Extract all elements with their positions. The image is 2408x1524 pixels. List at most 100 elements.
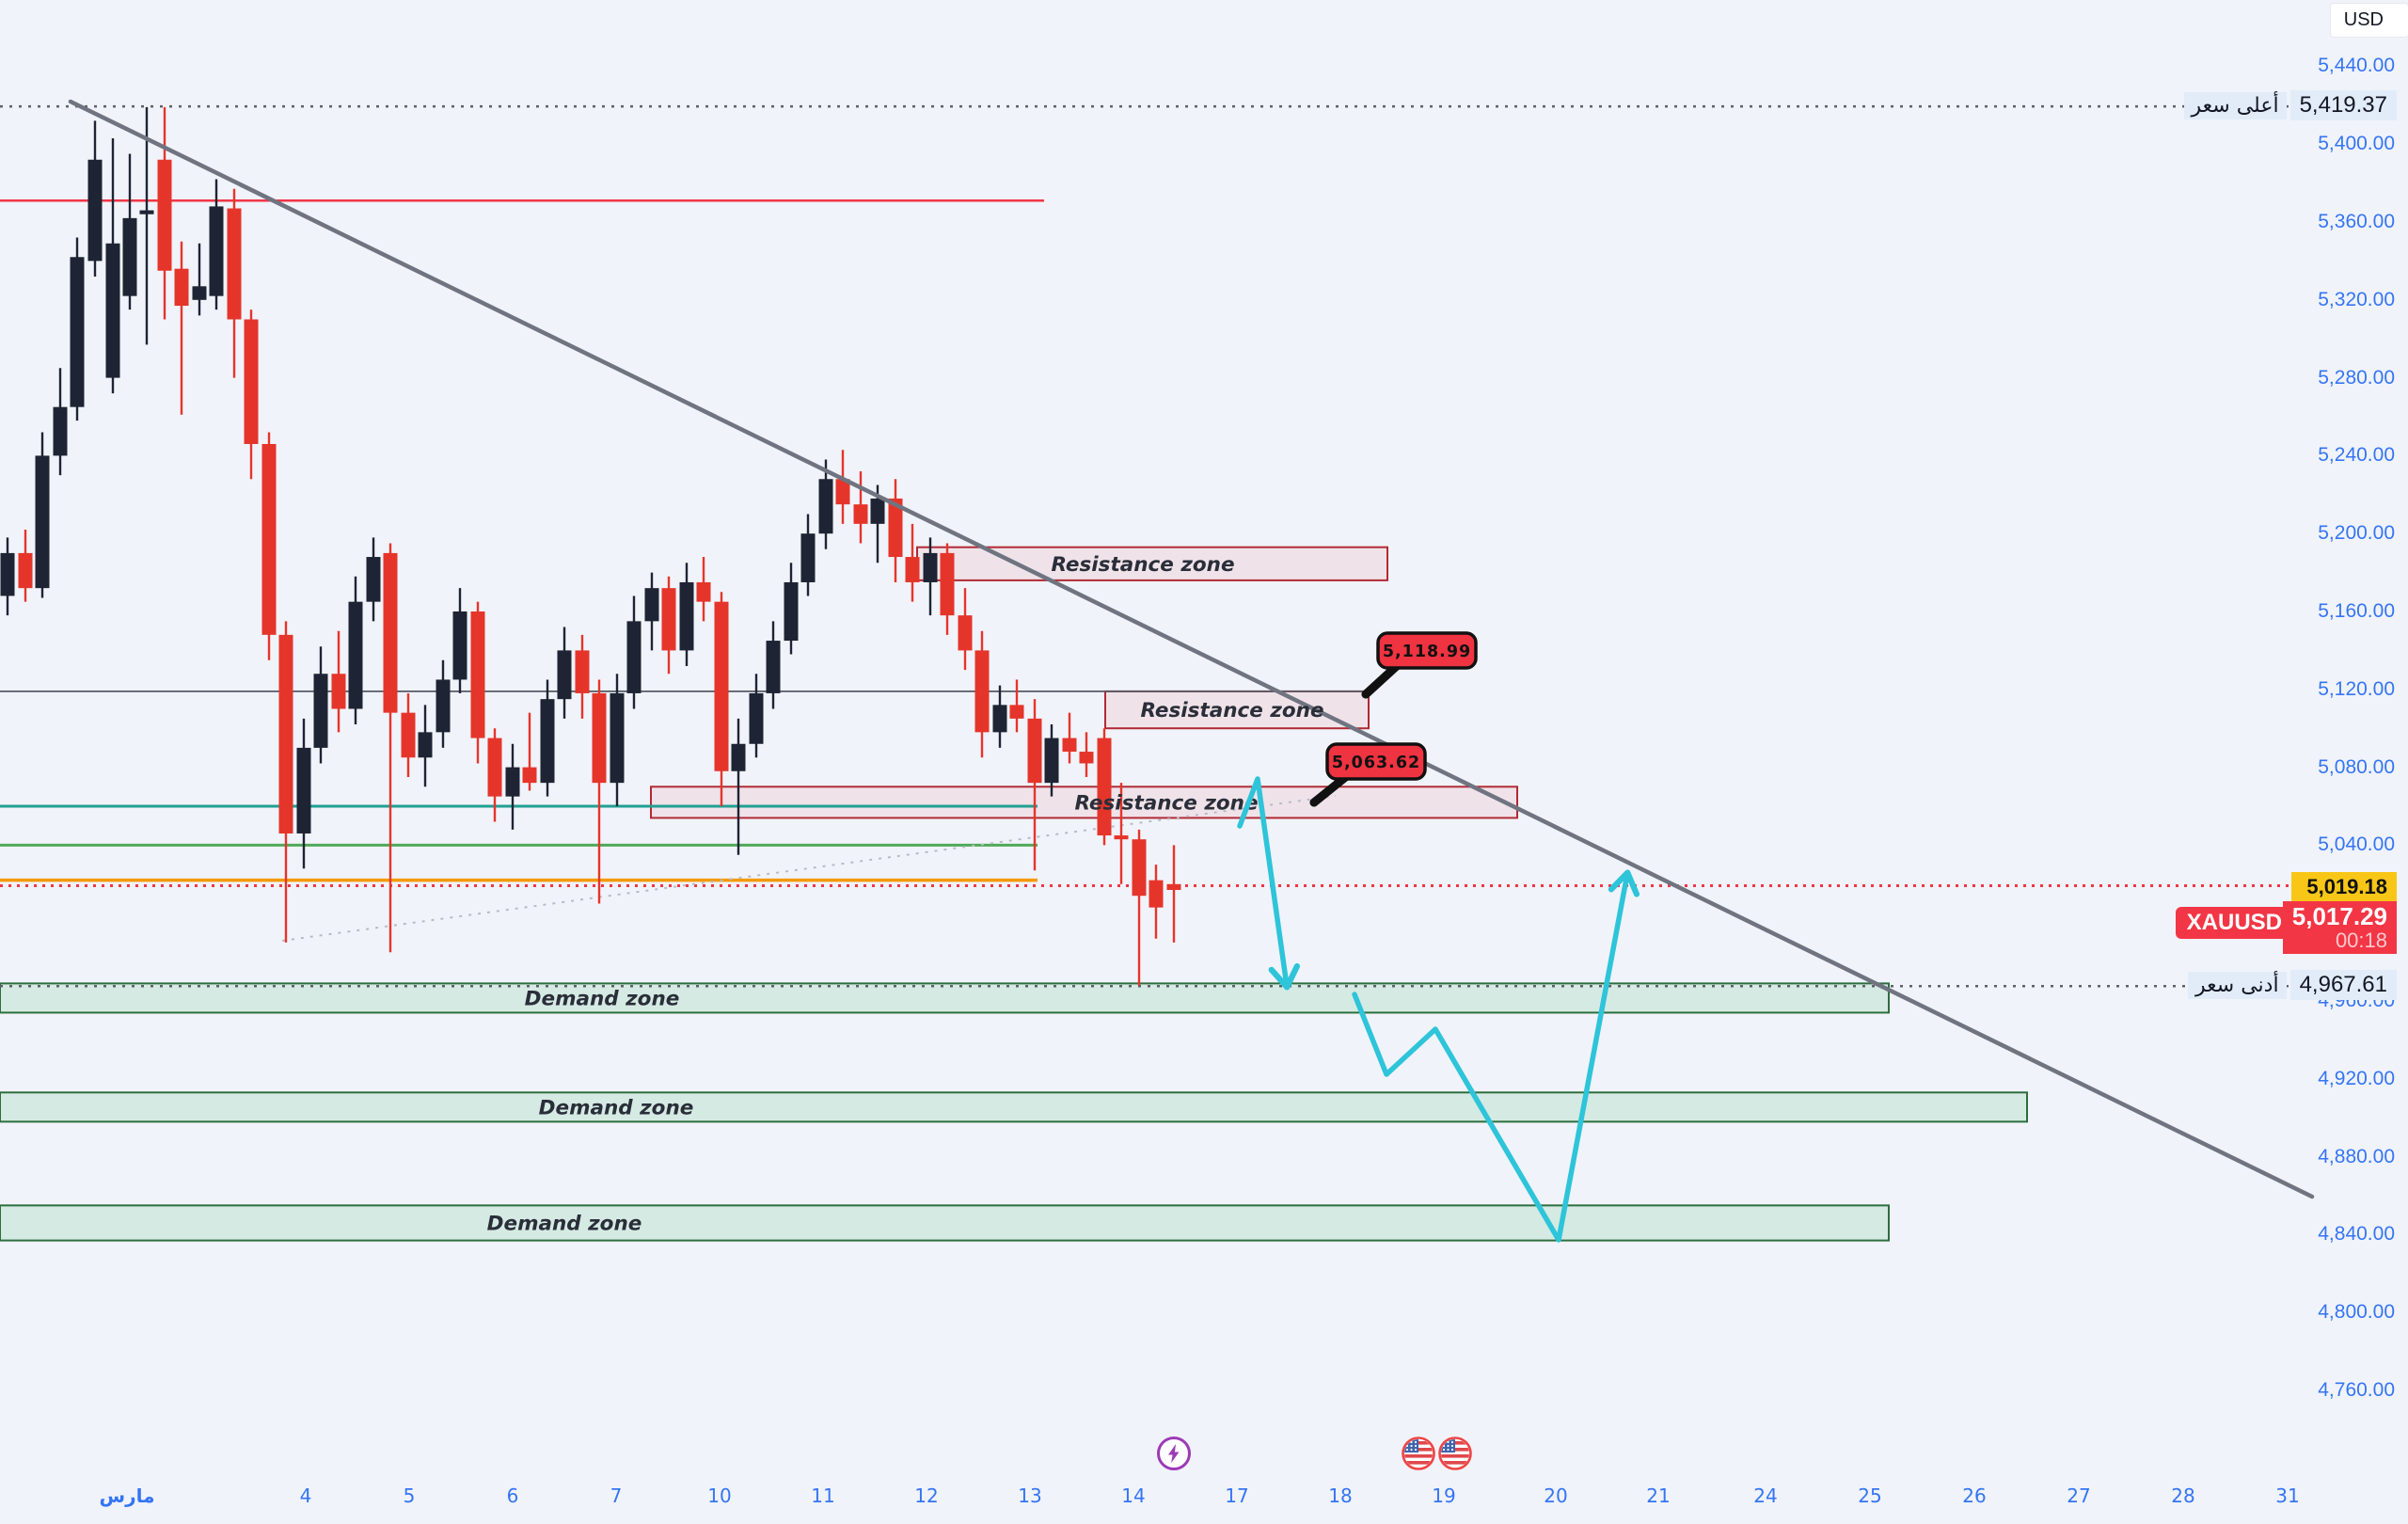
- projection-arrow[interactable]: [1237, 776, 1301, 991]
- candle[interactable]: [1044, 738, 1059, 784]
- resistance-zone-label: Resistance zone: [1051, 553, 1234, 577]
- candle[interactable]: [331, 674, 346, 709]
- candle[interactable]: [70, 257, 85, 407]
- event-icon-lightning[interactable]: [1155, 1435, 1193, 1472]
- candle[interactable]: [401, 712, 416, 758]
- candle[interactable]: [296, 747, 311, 833]
- candle[interactable]: [139, 210, 154, 214]
- candle[interactable]: [1166, 883, 1181, 891]
- candle[interactable]: [452, 611, 467, 680]
- demand-zone[interactable]: [0, 1204, 1890, 1242]
- demand-zone-label: Demand zone: [539, 1096, 694, 1119]
- candle[interactable]: [209, 206, 224, 296]
- demand-zone[interactable]: [0, 1091, 2028, 1123]
- candle[interactable]: [348, 601, 363, 709]
- candle[interactable]: [0, 552, 15, 596]
- candle[interactable]: [800, 533, 816, 582]
- dotted-trendline[interactable]: [281, 795, 1337, 942]
- low-price-label: أدنى سعر 4,967.61: [2188, 970, 2397, 1000]
- candle[interactable]: [522, 767, 537, 784]
- candle[interactable]: [610, 692, 625, 784]
- candle[interactable]: [679, 581, 694, 651]
- candle[interactable]: [1027, 718, 1042, 784]
- candle[interactable]: [974, 650, 990, 733]
- candle[interactable]: [261, 443, 277, 635]
- resistance-zone[interactable]: [1104, 690, 1370, 730]
- candle[interactable]: [714, 601, 729, 771]
- us-flag-icon: [1402, 1437, 1435, 1470]
- candle[interactable]: [436, 679, 451, 733]
- candle[interactable]: [157, 159, 172, 271]
- alert-price-label[interactable]: 5,019.18: [2291, 872, 2397, 902]
- candle[interactable]: [366, 557, 381, 602]
- event-icon-us-flag[interactable]: [1436, 1435, 1474, 1472]
- candle[interactable]: [540, 699, 555, 784]
- candle[interactable]: [87, 159, 103, 262]
- candle[interactable]: [244, 319, 259, 444]
- high-price-value: 5,419.37: [2289, 90, 2397, 120]
- candle[interactable]: [105, 243, 120, 378]
- candle[interactable]: [888, 498, 903, 558]
- price-callout[interactable]: 5,118.99: [1361, 631, 1478, 699]
- candle[interactable]: [557, 650, 572, 700]
- candle[interactable]: [853, 504, 868, 524]
- candle[interactable]: [818, 479, 833, 534]
- candle[interactable]: [18, 552, 33, 589]
- event-icon-us-flag[interactable]: [1400, 1435, 1437, 1472]
- candle[interactable]: [731, 743, 746, 771]
- candle[interactable]: [958, 615, 973, 651]
- candle[interactable]: [626, 621, 642, 693]
- last-price-value: 5,017.29: [2291, 902, 2387, 930]
- candle[interactable]: [905, 557, 920, 582]
- candle[interactable]: [644, 588, 659, 622]
- candle[interactable]: [227, 208, 242, 320]
- last-price-label: 5,017.29 00:18: [2282, 901, 2397, 955]
- candle[interactable]: [696, 581, 711, 602]
- candle[interactable]: [749, 692, 764, 744]
- candle[interactable]: [1079, 752, 1094, 764]
- lightning-icon: [1157, 1437, 1191, 1470]
- candle[interactable]: [835, 479, 850, 505]
- candle[interactable]: [487, 738, 502, 797]
- candle[interactable]: [784, 581, 799, 642]
- currency-label: USD: [2343, 9, 2384, 30]
- candle[interactable]: [923, 552, 938, 582]
- candle[interactable]: [870, 498, 885, 524]
- demand-zone-label: Demand zone: [525, 987, 680, 1010]
- candle[interactable]: [1132, 839, 1147, 897]
- candle[interactable]: [766, 641, 781, 693]
- candle[interactable]: [53, 406, 68, 456]
- candle[interactable]: [505, 767, 520, 797]
- demand-zone[interactable]: [0, 982, 1890, 1014]
- candle[interactable]: [1114, 835, 1129, 840]
- candle[interactable]: [661, 588, 676, 651]
- candle[interactable]: [278, 634, 293, 833]
- candle[interactable]: [1062, 738, 1077, 753]
- candle[interactable]: [122, 217, 137, 296]
- candle[interactable]: [575, 650, 590, 693]
- candle[interactable]: [992, 705, 1007, 733]
- candle[interactable]: [1097, 738, 1112, 836]
- svg-text:5,063.62: 5,063.62: [1332, 754, 1420, 772]
- price-callout[interactable]: 5,063.62: [1309, 742, 1427, 807]
- candle[interactable]: [1149, 880, 1164, 908]
- candle[interactable]: [592, 692, 607, 784]
- candle[interactable]: [940, 552, 955, 616]
- resistance-zone-label: Resistance zone: [1074, 791, 1258, 815]
- candle[interactable]: [174, 268, 189, 307]
- currency-box[interactable]: USD: [2330, 4, 2408, 37]
- candle[interactable]: [35, 455, 50, 589]
- resistance-zone[interactable]: [650, 786, 1518, 819]
- candle[interactable]: [1009, 705, 1024, 719]
- candle[interactable]: [383, 552, 398, 713]
- candle[interactable]: [192, 286, 207, 300]
- projection-arrow[interactable]: [1352, 869, 1640, 1243]
- candle[interactable]: [418, 732, 433, 758]
- demand-zone-label: Demand zone: [487, 1212, 642, 1235]
- symbol-badge[interactable]: XAUUSD: [2175, 907, 2293, 939]
- descending-trendline[interactable]: [68, 99, 2315, 1199]
- candle[interactable]: [470, 611, 485, 738]
- candle[interactable]: [313, 674, 328, 748]
